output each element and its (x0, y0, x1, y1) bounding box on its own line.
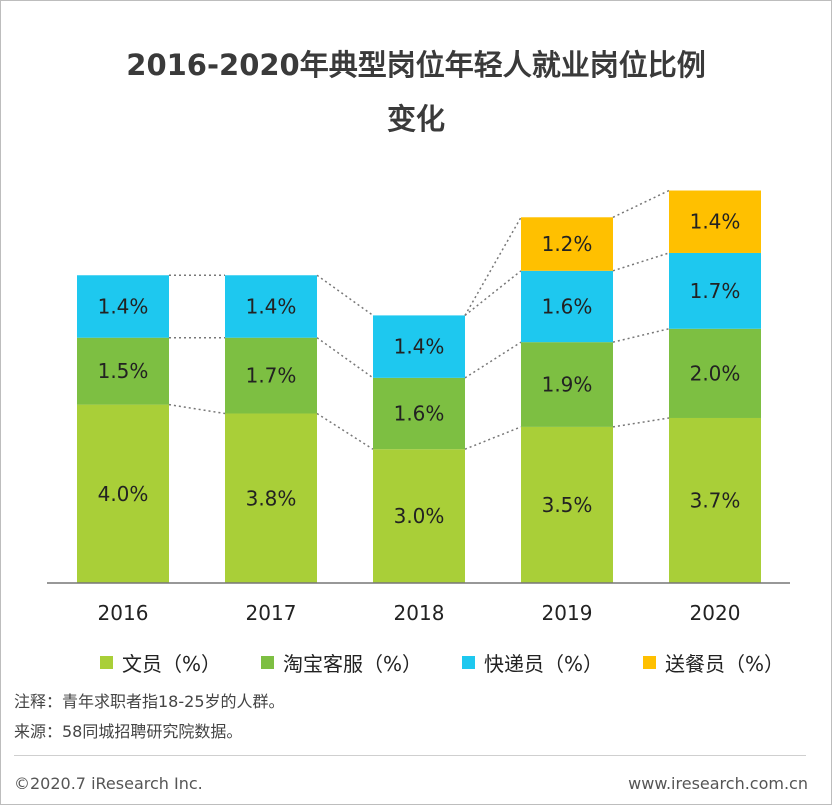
bars (77, 190, 761, 583)
data-label-courier-2018: 1.4% (394, 335, 445, 359)
stacked-bar-chart: 4.0% 1.5% 1.4% 2016 3.8% 1.7% 1.4% 2017 3.0% 1.6%… (47, 189, 790, 625)
bar-taobao-cs-2017 (225, 337, 317, 414)
legend-label-taobao-cs: 淘宝客服（%） (283, 652, 423, 676)
connector-delivery-2019-2020 (612, 189, 670, 218)
data-labels: 4.0% 1.5% 1.4% 2016 3.8% 1.7% 1.4% 2017 3.0% 1.6%… (98, 210, 741, 625)
legend-item-taobao-cs: 淘宝客服（%） (261, 648, 422, 677)
data-label-taobao-cs-2018: 1.6% (394, 402, 445, 426)
bar-taobao-cs-2020 (669, 328, 761, 418)
data-label-courier-2020: 1.7% (690, 279, 741, 303)
legend-item-delivery: 送餐员（%） (643, 648, 784, 677)
legend-item-courier: 快递员（%） (462, 648, 603, 677)
footer-divider (14, 755, 806, 756)
bar-courier-2018 (373, 315, 465, 378)
x-tick-label-2017: 2017 (246, 601, 297, 625)
data-label-clerk-2018: 3.0% (394, 504, 445, 528)
bar-clerk-2018 (373, 449, 465, 583)
x-tick-label-2018: 2018 (394, 601, 445, 625)
x-tick-label-2019: 2019 (542, 601, 593, 625)
legend-label-clerk: 文员（%） (122, 652, 222, 676)
data-label-courier-2017: 1.4% (246, 294, 297, 318)
data-label-taobao-cs-2019: 1.9% (542, 373, 593, 397)
connector-clerk-2018-2019 (464, 426, 522, 450)
data-label-taobao-cs-2020: 2.0% (690, 361, 741, 385)
chart-title-line2: 变化 (386, 102, 445, 136)
chart-title-line1: 2016-2020年典型岗位年轻人就业岗位比例 (126, 48, 706, 82)
legend-label-delivery: 送餐员（%） (665, 652, 785, 676)
data-label-taobao-cs-2016: 1.5% (98, 359, 149, 383)
data-label-clerk-2017: 3.8% (246, 486, 297, 510)
connector-courier-2019-2020 (612, 252, 670, 272)
bar-clerk-2019 (521, 426, 613, 583)
bar-clerk-2017 (225, 413, 317, 583)
data-label-clerk-2016: 4.0% (98, 482, 149, 506)
data-label-clerk-2019: 3.5% (542, 493, 593, 517)
data-label-courier-2019: 1.6% (542, 294, 593, 318)
bar-courier-2019 (521, 270, 613, 343)
bar-taobao-cs-2016 (77, 337, 169, 405)
connector-delivery-2018-2019 (464, 216, 522, 316)
connector-clerk-2019-2020 (612, 417, 670, 428)
legend-item-clerk: 文员（%） (100, 648, 221, 677)
bar-courier-2020 (669, 252, 761, 329)
data-label-clerk-2020: 3.7% (690, 488, 741, 512)
bar-taobao-cs-2019 (521, 342, 613, 427)
connector-courier-2017-2018 (316, 274, 374, 317)
data-label-delivery-2019: 1.2% (542, 232, 593, 256)
footnote: 注释：青年求职者指18-25岁的人群。 (14, 692, 285, 711)
source-note: 来源：58同城招聘研究院数据。 (14, 722, 243, 741)
x-tick-label-2020: 2020 (690, 601, 741, 625)
legend-label-courier: 快递员（%） (484, 652, 604, 676)
legend-swatch-delivery (643, 656, 657, 669)
bar-clerk-2016 (77, 404, 169, 583)
connector-taobao-cs-2018-2019 (464, 341, 522, 379)
legend-swatch-courier (462, 656, 476, 669)
bar-delivery-2019 (521, 217, 613, 271)
legend-swatch-taobao-cs (261, 656, 275, 669)
bar-courier-2016 (77, 275, 169, 338)
data-label-taobao-cs-2017: 1.7% (246, 364, 297, 388)
bar-courier-2017 (225, 275, 317, 338)
data-label-courier-2016: 1.4% (98, 294, 149, 318)
legend-swatch-clerk (100, 656, 113, 669)
website-link[interactable]: www.iresearch.com.cn (628, 774, 808, 793)
connector-clerk-2016-2017 (168, 403, 226, 415)
connector-taobao-cs-2017-2018 (316, 337, 374, 379)
copyright-text: ©2020.7 iResearch Inc. (14, 774, 203, 793)
connector-taobao-cs-2019-2020 (612, 328, 670, 343)
connector-courier-2018-2019 (464, 270, 522, 316)
bar-taobao-cs-2018 (373, 377, 465, 450)
x-tick-label-2016: 2016 (98, 601, 149, 625)
legend: 文员（%） 淘宝客服（%） 快递员（%） 送餐员（%） (100, 648, 824, 677)
connector-lines (168, 189, 670, 450)
bar-delivery-2020 (669, 190, 761, 253)
connector-clerk-2017-2018 (316, 412, 374, 450)
data-label-delivery-2020: 1.4% (690, 210, 741, 234)
bar-clerk-2020 (669, 417, 761, 583)
